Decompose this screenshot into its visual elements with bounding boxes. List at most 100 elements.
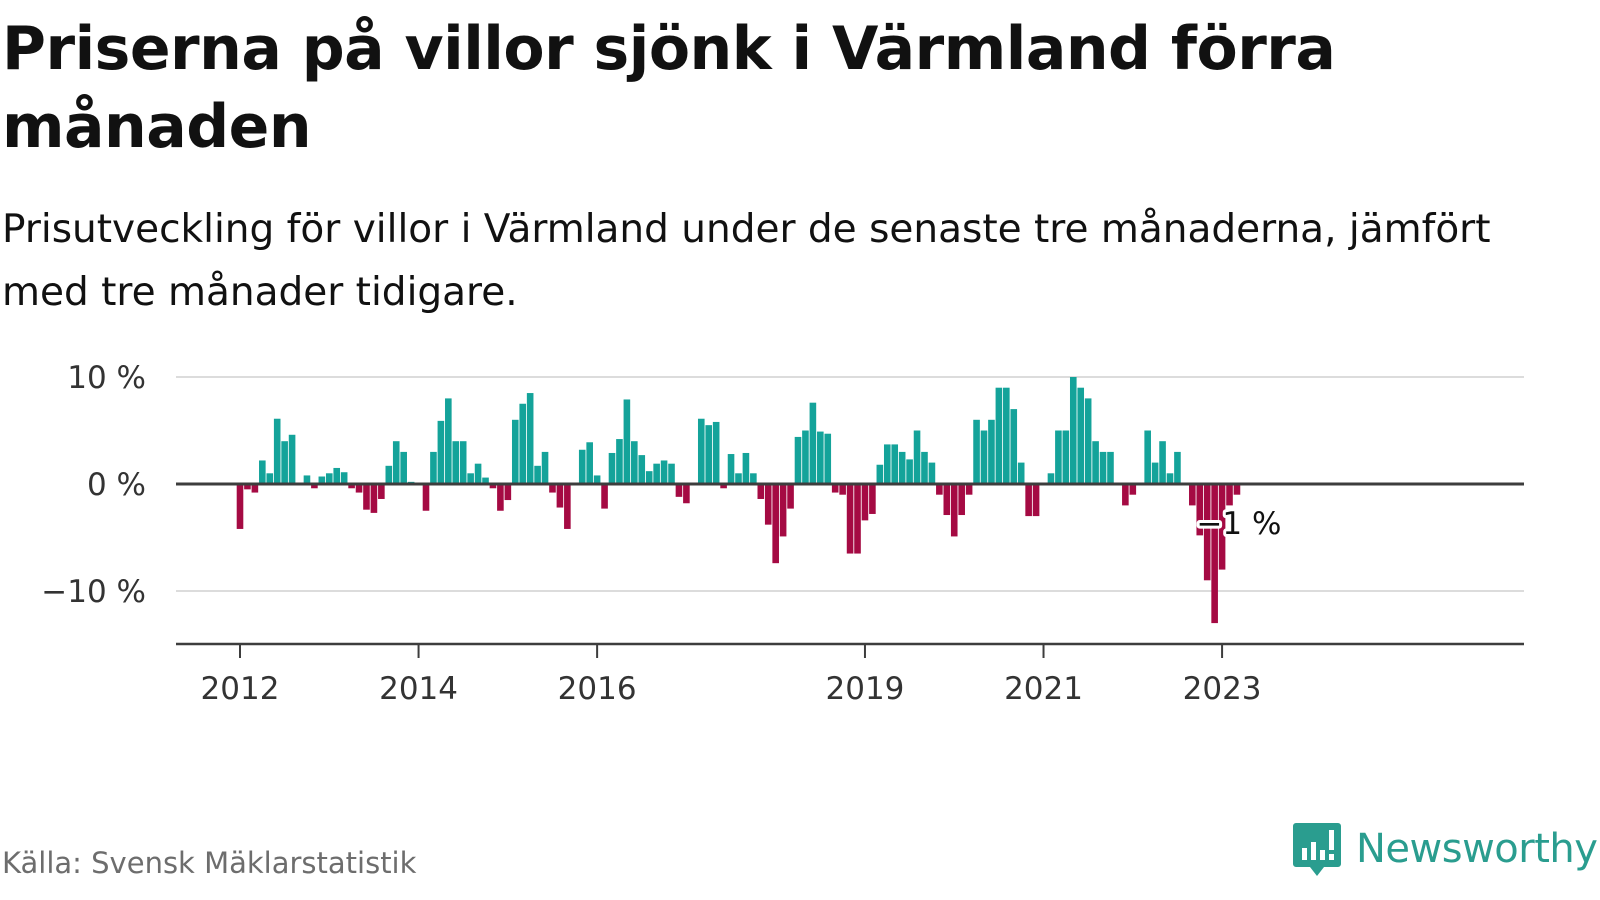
chart-subtitle: Prisutveckling för villor i Värmland und… bbox=[2, 207, 1491, 315]
bar bbox=[831, 484, 839, 493]
bar bbox=[1226, 484, 1233, 506]
bar bbox=[1122, 484, 1129, 506]
bar-chart: 10 % 0 % −10 % 2012 2014 2016 2019 2021 2023 −1 % bbox=[41, 360, 1524, 707]
bar bbox=[936, 484, 943, 495]
x-tick-label: 2023 bbox=[1183, 671, 1262, 707]
bar bbox=[645, 471, 653, 484]
bar bbox=[333, 467, 341, 484]
bar bbox=[973, 419, 980, 484]
brand-logo: Newsworthy bbox=[1292, 820, 1598, 878]
bar bbox=[1166, 473, 1174, 484]
bar bbox=[1151, 462, 1159, 484]
bar bbox=[445, 398, 452, 484]
bar bbox=[638, 455, 646, 484]
bar bbox=[348, 484, 355, 489]
bar bbox=[697, 418, 705, 484]
bar bbox=[616, 439, 623, 484]
x-tick-label: 2012 bbox=[201, 671, 280, 707]
bar bbox=[1218, 484, 1226, 570]
bar bbox=[1017, 462, 1025, 484]
bar bbox=[817, 431, 824, 484]
bar bbox=[683, 484, 690, 504]
bar bbox=[534, 465, 541, 484]
bar bbox=[1092, 441, 1099, 484]
bar bbox=[668, 463, 675, 484]
bar bbox=[794, 436, 802, 484]
bar bbox=[355, 484, 363, 493]
bar bbox=[400, 451, 407, 484]
bar bbox=[325, 473, 333, 484]
bar bbox=[995, 387, 1003, 484]
bar bbox=[244, 484, 251, 490]
bar bbox=[1107, 451, 1114, 484]
bar bbox=[921, 451, 928, 484]
bar bbox=[1084, 398, 1092, 484]
bar bbox=[422, 484, 430, 511]
bar bbox=[564, 484, 571, 529]
bar bbox=[452, 441, 460, 484]
bar bbox=[1144, 430, 1151, 484]
bar bbox=[430, 451, 437, 484]
bar bbox=[631, 441, 638, 484]
chart-title: Priserna på villor sjönk i Värmland förr… bbox=[2, 14, 1336, 162]
bar bbox=[839, 484, 846, 495]
bar bbox=[489, 484, 497, 489]
bar bbox=[653, 463, 660, 484]
bar bbox=[392, 441, 400, 484]
bar bbox=[712, 421, 720, 484]
bar bbox=[943, 484, 951, 516]
bar bbox=[593, 475, 601, 484]
bar bbox=[1189, 484, 1196, 506]
bar bbox=[809, 402, 817, 484]
bar bbox=[1196, 484, 1204, 536]
bar bbox=[578, 449, 586, 484]
bar bbox=[259, 460, 266, 484]
bar bbox=[846, 484, 854, 554]
bar bbox=[1233, 484, 1241, 495]
bar bbox=[251, 484, 259, 493]
bar bbox=[779, 484, 787, 537]
bar bbox=[891, 444, 899, 484]
bar bbox=[735, 473, 742, 484]
x-tick-label: 2019 bbox=[826, 671, 905, 707]
bar bbox=[950, 484, 958, 537]
bar bbox=[988, 419, 995, 484]
bar bbox=[504, 484, 512, 501]
bar bbox=[273, 418, 281, 484]
bar bbox=[541, 451, 549, 484]
y-tick-label: 10 % bbox=[67, 360, 146, 396]
bar bbox=[370, 484, 378, 513]
bar bbox=[1010, 409, 1018, 484]
y-tick-label: −10 % bbox=[41, 574, 146, 610]
bar bbox=[772, 484, 779, 564]
bar bbox=[750, 473, 757, 484]
bar bbox=[511, 419, 519, 484]
bar bbox=[1174, 451, 1181, 484]
bar bbox=[965, 484, 973, 495]
bar bbox=[281, 441, 288, 484]
last-value-annotation: −1 % bbox=[1196, 506, 1281, 542]
bar bbox=[861, 484, 869, 521]
bar bbox=[526, 393, 534, 484]
bar bbox=[467, 473, 474, 484]
bar bbox=[519, 403, 527, 484]
bar bbox=[898, 451, 906, 484]
x-tick-label: 2021 bbox=[1004, 671, 1083, 707]
bar bbox=[660, 460, 668, 484]
bar bbox=[824, 433, 832, 484]
bar bbox=[958, 484, 965, 516]
bar bbox=[340, 472, 348, 484]
bar bbox=[623, 399, 631, 484]
bar bbox=[497, 484, 504, 511]
bar bbox=[1003, 387, 1010, 484]
bar bbox=[869, 484, 876, 514]
bar bbox=[1025, 484, 1032, 517]
bar bbox=[906, 459, 913, 484]
bar bbox=[913, 430, 921, 484]
bar bbox=[928, 462, 936, 484]
bar bbox=[1062, 430, 1070, 484]
bar bbox=[437, 420, 445, 484]
y-tick-label: 0 % bbox=[87, 467, 146, 503]
bar bbox=[787, 484, 794, 509]
bar bbox=[1203, 484, 1211, 581]
